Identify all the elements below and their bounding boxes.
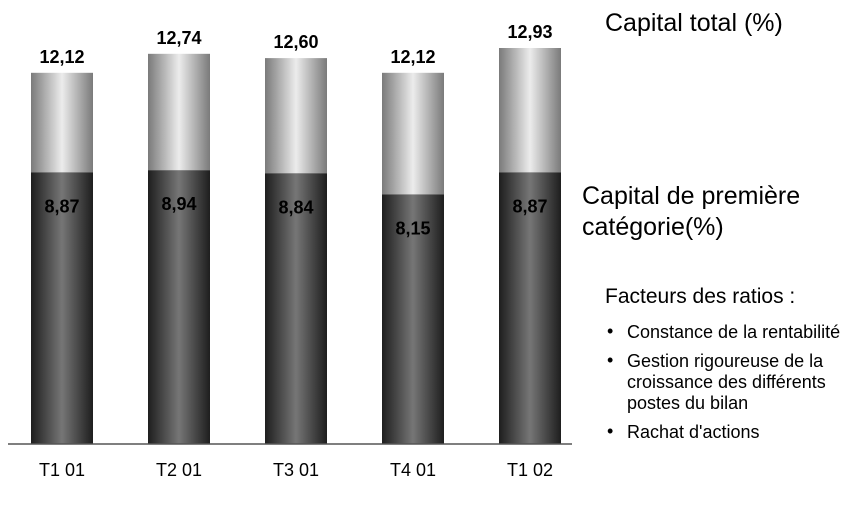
bar-tier1-capital [148,170,210,445]
ratio-drivers-title: Facteurs des ratios : [605,285,796,308]
data-label-tier1: 8,84 [278,197,313,217]
bullet-icon: • [607,421,614,441]
data-label-tier1: 8,94 [161,194,196,214]
data-label-total: 12,60 [273,32,318,52]
bar-total-capital [499,48,561,173]
bar-total-capital [382,72,444,195]
bullet-icon: • [607,321,614,341]
bullet-icon: • [607,350,614,370]
x-tick-label: T2 01 [156,460,202,480]
ratio-drivers-list: • Constance de la rentabilité • Gestion rig… [607,321,865,451]
bar-tier1-capital [265,173,327,444]
data-label-tier1: 8,87 [44,196,79,216]
x-tick-label: T1 02 [507,460,553,480]
ratio-driver-item: • Gestion rigoureuse de la croissance des… [607,350,865,414]
x-tick-label: T4 01 [390,460,436,480]
ratio-driver-text: Rachat d'actions [627,422,760,442]
data-label-total: 12,12 [39,47,84,67]
ratio-driver-text: Constance de la rentabilité [627,322,841,342]
ratio-driver-text: Gestion rigoureuse de la croissance des … [627,351,826,413]
data-label-total: 12,74 [156,28,201,48]
x-tick-label: T3 01 [273,460,319,480]
legend-tier1-capital: Capital de première catégorie(%) [582,182,801,241]
ratio-driver-item: • Rachat d'actions [607,421,865,443]
bar-tier1-capital [382,194,444,444]
bar-tier1-capital [31,172,93,444]
data-label-total: 12,12 [390,47,435,67]
data-label-total: 12,93 [507,22,552,42]
legend-capital-total: Capital total (%) [605,9,783,37]
bar-total-capital [265,58,327,174]
x-tick-label: T1 01 [39,460,85,480]
bar-total-capital [31,72,93,173]
data-label-tier1: 8,15 [395,218,430,238]
bar-tier1-capital [499,172,561,444]
bar-total-capital [148,53,210,171]
capital-ratio-chart: 12,12 8,87 12,74 8,94 12,60 8,84 12,12 8,15 12,9… [8,22,572,480]
data-label-tier1: 8,87 [512,196,547,216]
ratio-driver-item: • Constance de la rentabilité [607,321,865,343]
